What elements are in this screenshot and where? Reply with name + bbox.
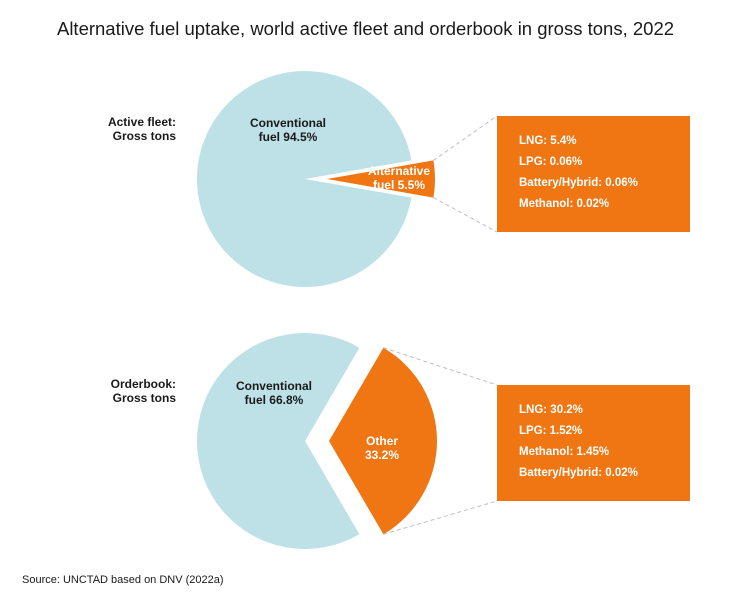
breakdown-box: [497, 116, 690, 232]
breakdown-label: Battery/Hybrid: 0.02%: [519, 467, 638, 479]
row-label: Orderbook: Gross tons: [111, 377, 177, 405]
slice-label-conventional: Conventional fuel 94.5%: [250, 116, 326, 144]
pie-slice-alternative: [329, 347, 437, 535]
breakdown-box: [497, 385, 690, 501]
connector-line-bottom: [433, 197, 498, 233]
slice-label-conventional: Conventional fuel 66.8%: [236, 379, 312, 407]
slice-label-alternative: Other 33.2%: [365, 434, 399, 462]
breakdown-label: LNG: 30.2%: [519, 404, 583, 416]
connector-line-top: [433, 115, 498, 161]
pie-slice-conventional: [196, 332, 360, 549]
chart-title: Alternative fuel uptake, world active fl…: [56, 18, 675, 39]
breakdown-label: LPG: 1.52%: [519, 425, 582, 437]
connector-line-bottom: [383, 500, 498, 535]
source-note: Source: UNCTAD based on DNV (2022a): [22, 574, 224, 586]
row-label: Active fleet: Gross tons: [108, 115, 176, 143]
breakdown-label: Methanol: 1.45%: [519, 446, 609, 458]
connector-line-top: [383, 347, 498, 386]
breakdown-label: LNG: 5.4%: [519, 135, 577, 147]
slice-label-alternative: Alternative fuel 5.5%: [368, 164, 430, 192]
breakdown-label: Battery/Hybrid: 0.06%: [519, 177, 638, 189]
pie-slice-conventional: [197, 71, 412, 288]
breakdown-label: Methanol: 0.02%: [519, 198, 609, 210]
pie-slice-alternative: [327, 160, 435, 198]
breakdown-label: LPG: 0.06%: [519, 156, 582, 168]
